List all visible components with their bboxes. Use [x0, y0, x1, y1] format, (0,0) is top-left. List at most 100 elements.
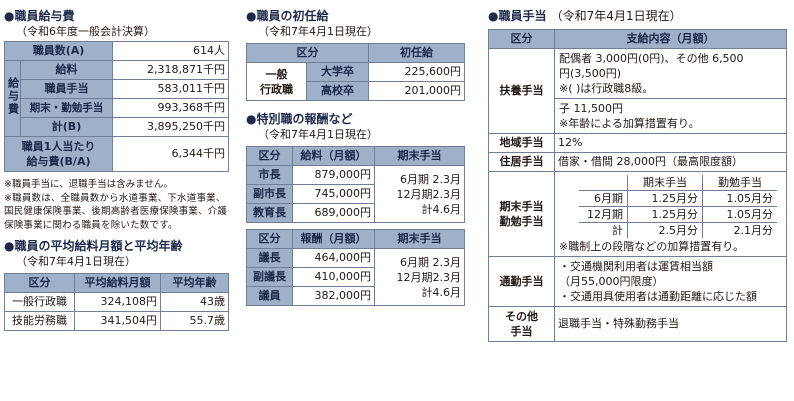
column-header: 期末手当: [627, 175, 703, 191]
bonus-cell: 6月期 2.3月 12月期2.3月 計4.6月: [374, 248, 465, 306]
row-value: 2.5月分: [627, 222, 703, 238]
table-row: 一般 行政職 大学卒 225,600円: [246, 62, 465, 101]
table-row: 計(B) 3,895,250千円: [5, 117, 230, 137]
row-label: 議員: [246, 286, 293, 306]
table-row: 子 11,500円 ※年齢による加算措置有り。: [489, 98, 787, 134]
bonus-cell: 6月期 2.3月 12月期2.3月 計4.6月: [374, 165, 465, 223]
column-header: 支給内容（月額）: [554, 29, 787, 49]
starting-section-subtitle: （令和7年4月1日現在）: [258, 25, 378, 38]
starting-section-title: ●職員の初任給: [246, 9, 329, 23]
salary-table: 職員数(A) 614人 給与費 給料 2,318,871千円 職員手当 583,…: [3, 41, 230, 172]
table-row: 地域手当 12%: [488, 133, 787, 153]
salary-section-title: ●職員給与費: [4, 9, 75, 23]
per-person-label: 職員1人当たり 給与費(B/A): [3, 136, 114, 172]
salary-group-label: 給与費: [4, 60, 21, 137]
table-row: 技能労務職 341,504円 55.7歳: [4, 311, 229, 332]
starting-table: 区分 初任給 一般 行政職 大学卒 225,600円 高校卒 201,000円: [246, 43, 465, 101]
salary-note-1: ※職員手当に、退職手当は含みません。: [4, 179, 173, 190]
table-row: 期末・勤勉手当 993,368千円: [5, 98, 230, 118]
row-salary: 341,504円: [74, 311, 161, 332]
table-row: その他 手当 退職手当・特殊勤務手当: [488, 306, 787, 342]
column-header: 初任給: [368, 43, 465, 63]
row-value: 464,000円: [292, 248, 375, 268]
row-label: 技能労務職: [4, 311, 75, 332]
table-row: 12月期 1.25月分 1.05月分: [579, 206, 777, 223]
table-row: 扶養手当 配偶者 3,000円(0円)、その他 6,500 円(3,500円) …: [488, 48, 787, 134]
table-row: 職員1人当たり 給与費(B/A) 6,344千円: [3, 136, 230, 172]
column-starting-special: ●職員の初任給 （令和7年4月1日現在） 区分 初任給 一般 行政職 大学卒 2…: [246, 0, 470, 306]
row-label: 給料: [19, 60, 114, 80]
table-row: 職員手当 583,011千円: [5, 79, 230, 99]
table-row: 副議長 410,000円: [246, 267, 465, 287]
other-label: その他 手当: [488, 306, 555, 342]
salary-note-2: ※職員数は、全職員数から水道事業、下水道事業、国民健康保険事業、後期高齢者医療保…: [4, 192, 228, 231]
row-label: 計(B): [19, 117, 114, 137]
row-label: 6月期: [579, 190, 628, 207]
column-header: 区分: [246, 43, 369, 63]
table-row: 職員数(A) 614人: [3, 41, 230, 61]
avg-section-subtitle: （令和7年4月1日現在）: [16, 255, 136, 269]
column-header: 平均年齢: [160, 273, 229, 294]
column-salary: ●職員給与費 （令和6年度一般会計決算） 職員数(A) 614人 給与費 給料 …: [3, 0, 230, 332]
avg-table: 区分 平均給料月額 平均年齢 一般行政職 324,108円 43歳 技能労務職 …: [4, 273, 229, 332]
row-value: 1.05月分: [702, 190, 777, 207]
row-label: 計: [612, 224, 623, 237]
row-value: 1.05月分: [702, 206, 777, 223]
table-row: 教育長 689,000円: [246, 203, 465, 223]
per-person-value: 6,344千円: [112, 136, 230, 172]
allowance-table: 区分 支給内容（月額） 扶養手当 配偶者 3,000円(0円)、その他 6,50…: [488, 29, 787, 342]
avg-section-title: ●職員の平均給料月額と平均年齢: [4, 239, 183, 254]
commute-label: 通勤手当: [488, 256, 555, 307]
staff-count-value: 614人: [112, 41, 230, 61]
row-age: 43歳: [160, 292, 229, 313]
row-value: 2.1月分: [702, 222, 777, 238]
column-header: 勤勉手当: [702, 175, 777, 191]
table-row: 計 2.5月分 2.1月分: [579, 222, 777, 238]
table-row: 区分 支給内容（月額）: [488, 29, 787, 49]
row-label: 高校卒: [306, 81, 369, 101]
table-row: 期末手当 勤勉手当 期末手当 勤勉手当 6月期 1.25月分 1.05月分: [488, 171, 787, 257]
starting-group-label: 一般 行政職: [246, 62, 307, 101]
table-row: 区分 報酬（月額） 期末手当: [246, 229, 465, 249]
row-value: 410,000円: [292, 267, 375, 287]
row-value: 225,600円: [368, 62, 465, 82]
row-value: 993,368千円: [112, 98, 230, 118]
column-header: 期末手当: [374, 146, 465, 166]
table-row: 議長 464,000円 6月期 2.3月 12月期2.3月 計4.6月: [246, 248, 465, 306]
regional-label: 地域手当: [488, 133, 555, 153]
regional-value: 12%: [554, 133, 787, 153]
allowance-section-title: ●職員手当 （令和7年4月1日現在）: [488, 9, 682, 23]
table-row: 通勤手当 ・交通機関利用者は運賃相当額 （月55,000円限度） ・交通用具使用…: [488, 256, 787, 307]
row-value: 3,895,250千円: [112, 117, 230, 137]
table-row: 区分 平均給料月額 平均年齢: [4, 273, 229, 294]
commute-value: ・交通機関利用者は運賃相当額 （月55,000円限度） ・交通用具使用者は通勤距…: [554, 256, 787, 307]
column-header: 区分: [246, 146, 293, 166]
row-label: 市長: [246, 165, 293, 185]
column-header: 区分: [4, 273, 75, 294]
row-value: 382,000円: [292, 286, 375, 306]
row-salary: 324,108円: [74, 292, 161, 313]
staff-count-label: 職員数(A): [3, 41, 114, 61]
row-value: 745,000円: [292, 184, 375, 204]
table-row: 6月期 1.25月分 1.05月分: [579, 190, 777, 207]
row-value: 689,000円: [292, 203, 375, 223]
housing-label: 住居手当: [488, 152, 555, 172]
housing-value: 借家・借間 28,000円（最高限度額）: [554, 152, 787, 172]
row-value: 879,000円: [292, 165, 375, 185]
special-table-executives: 区分 給料（月額） 期末手当 市長 879,000円 6月期 2.3月 12月期…: [246, 146, 465, 223]
table-row: 一般行政職 324,108円 43歳: [4, 292, 229, 313]
special-table-council: 区分 報酬（月額） 期末手当 議長 464,000円 6月期 2.3月 12月期…: [246, 229, 465, 306]
row-label: 議長: [246, 248, 293, 268]
row-label: 12月期: [579, 206, 628, 223]
table-row: 高校卒 201,000円: [247, 81, 465, 101]
dependents-label: 扶養手当: [488, 48, 555, 134]
table-row: 議員 382,000円: [246, 286, 465, 306]
bonus-note: ※職制上の段階などの加算措置有り。: [559, 240, 744, 253]
column-header: 報酬（月額）: [292, 229, 375, 249]
salary-section-subtitle: （令和6年度一般会計決算）: [16, 25, 155, 38]
bonus-detail: 期末手当 勤勉手当 6月期 1.25月分 1.05月分 12月期 1.25月分 …: [554, 171, 787, 257]
row-age: 55.7歳: [160, 311, 229, 332]
table-row: 市長 879,000円 6月期 2.3月 12月期2.3月 計4.6月: [246, 165, 465, 223]
other-value: 退職手当・特殊勤務手当: [554, 306, 787, 342]
row-label: 副市長: [246, 184, 293, 204]
